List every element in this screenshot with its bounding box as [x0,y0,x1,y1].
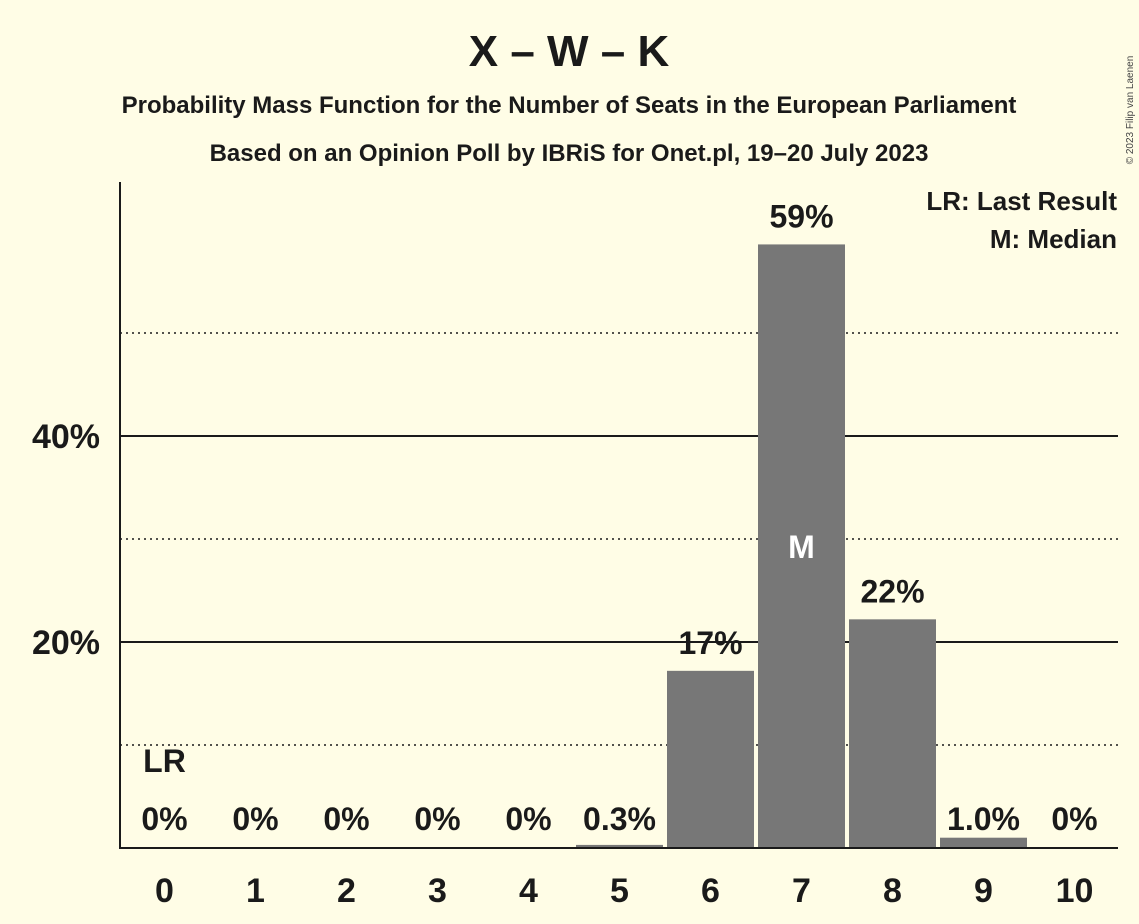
x-tick-label-9: 9 [974,872,993,910]
data-label-7: 59% [769,198,833,234]
x-tick-label-8: 8 [883,872,902,910]
data-label-10: 0% [1051,801,1097,837]
legend-entry-1: M: Median [990,224,1117,254]
bar-5 [576,844,663,848]
data-label-5: 0.3% [583,801,656,837]
last-result-marker: LR [143,743,186,779]
bar-6 [667,670,754,848]
data-label-3: 0% [414,801,460,837]
x-tick-label-0: 0 [155,872,174,910]
labels-group: 20%40%0%00%10%20%30%40.3%517%659%722%81.… [32,198,1098,910]
bar-9 [940,837,1027,848]
data-label-4: 0% [505,801,551,837]
data-label-6: 17% [678,625,742,661]
y-tick-label: 20% [32,624,100,662]
x-tick-label-2: 2 [337,872,356,910]
x-tick-label-10: 10 [1056,872,1094,910]
median-marker: M [788,529,815,565]
chart-subtitle-2: Based on an Opinion Poll by IBRiS for On… [210,140,929,167]
data-label-0: 0% [141,801,187,837]
x-tick-label-6: 6 [701,872,720,910]
data-label-2: 0% [323,801,369,837]
grid-lines [120,332,1118,746]
chart-subtitle-1: Probability Mass Function for the Number… [122,92,1017,119]
data-label-9: 1.0% [947,801,1020,837]
x-tick-label-4: 4 [519,872,538,910]
legend-group: LR: Last Result M: Median [926,186,1117,254]
chart-title: X – W – K [469,27,670,76]
data-label-1: 0% [232,801,278,837]
x-tick-label-7: 7 [792,872,811,910]
bar-8 [849,619,936,848]
x-tick-label-3: 3 [428,872,447,910]
bars-group [576,244,1027,849]
data-label-8: 22% [860,573,924,609]
axes-group [119,182,1118,849]
x-tick-label-1: 1 [246,872,265,910]
legend-entry-0: LR: Last Result [926,186,1117,216]
copyright-notice: © 2023 Filip van Laenen [1125,56,1136,165]
bar-7 [758,244,845,849]
x-tick-label-5: 5 [610,872,629,910]
y-tick-label: 40% [32,418,100,456]
